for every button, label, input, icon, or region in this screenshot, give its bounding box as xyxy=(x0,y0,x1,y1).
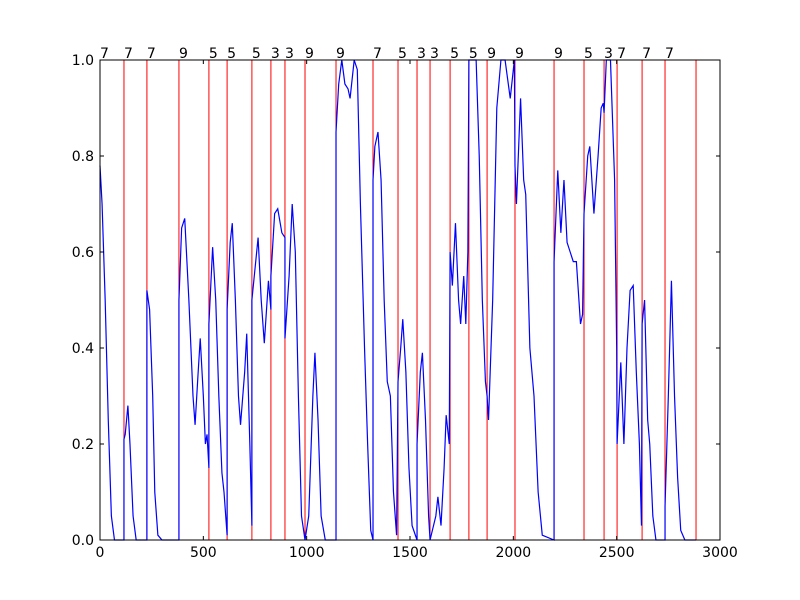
segment-label: 7 xyxy=(642,46,651,62)
segment-label: 5 xyxy=(584,46,593,62)
segment-label: 7 xyxy=(124,46,133,62)
segment-label: 7 xyxy=(100,46,109,62)
segment-label: 9 xyxy=(554,46,563,62)
segment-label: 3 xyxy=(417,46,426,62)
x-tick-label: 1000 xyxy=(289,545,325,561)
segment-label: 9 xyxy=(515,46,524,62)
x-tick-label: 500 xyxy=(190,545,217,561)
segment-label: 3 xyxy=(430,46,439,62)
segment-label: 5 xyxy=(252,46,261,62)
segment-label: 5 xyxy=(209,46,218,62)
segment-label: 5 xyxy=(398,46,407,62)
x-tick-label: 0 xyxy=(96,545,105,561)
segment-label: 9 xyxy=(487,46,496,62)
x-tick-label: 3000 xyxy=(702,545,738,561)
segment-label: 7 xyxy=(665,46,674,62)
segment-label: 5 xyxy=(450,46,459,62)
y-tick-label: 0.8 xyxy=(72,149,94,165)
segment-label: 9 xyxy=(336,46,345,62)
y-tick-label: 0.0 xyxy=(72,533,94,549)
segment-label: 7 xyxy=(147,46,156,62)
segment-label: 9 xyxy=(305,46,314,62)
segment-label: 9 xyxy=(179,46,188,62)
segment-label: 5 xyxy=(227,46,236,62)
y-tick-label: 0.6 xyxy=(72,245,94,261)
x-tick-label: 1500 xyxy=(392,545,428,561)
segment-label: 3 xyxy=(271,46,280,62)
segment-label: 7 xyxy=(617,46,626,62)
y-tick-label: 0.2 xyxy=(72,437,94,453)
segment-label: 3 xyxy=(285,46,294,62)
segment-label: 3 xyxy=(604,46,613,62)
x-tick-label: 2000 xyxy=(496,545,532,561)
segment-label: 7 xyxy=(373,46,382,62)
segment-label: 5 xyxy=(469,46,478,62)
x-tick-label: 2500 xyxy=(599,545,635,561)
data-line xyxy=(99,59,697,541)
y-tick-label: 0.4 xyxy=(72,341,94,357)
y-tick-label: 1.0 xyxy=(72,53,94,69)
